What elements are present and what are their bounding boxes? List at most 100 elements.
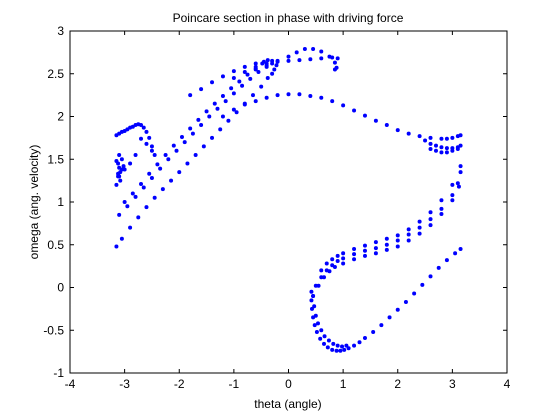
data-point: [190, 131, 195, 136]
data-point: [169, 178, 174, 183]
data-point: [155, 162, 160, 167]
data-point: [352, 247, 357, 252]
data-point: [309, 298, 314, 303]
data-point: [147, 171, 152, 176]
data-point: [253, 67, 258, 72]
data-point: [234, 110, 239, 115]
data-point: [322, 275, 327, 280]
data-point: [315, 321, 320, 326]
data-point: [326, 338, 331, 343]
data-point: [439, 150, 444, 155]
data-point: [395, 128, 400, 133]
data-point: [270, 71, 275, 76]
data-point: [313, 313, 318, 318]
data-point: [344, 343, 349, 348]
data-point: [433, 143, 438, 148]
data-point: [373, 251, 378, 256]
x-tick-label: -2: [174, 377, 185, 391]
data-point: [248, 76, 253, 81]
data-point: [259, 84, 264, 89]
data-point: [439, 211, 444, 216]
data-point: [265, 76, 270, 81]
data-point: [250, 93, 255, 98]
data-point: [330, 347, 335, 352]
data-point: [237, 79, 242, 84]
data-point: [130, 191, 135, 196]
data-point: [330, 257, 335, 262]
data-point: [311, 294, 316, 299]
data-point: [340, 344, 345, 349]
data-point: [314, 329, 319, 334]
data-point: [139, 123, 144, 128]
y-axis: -1 -0.5 0 0.5 1 1.5 2 2.5 3: [43, 24, 507, 380]
data-point: [428, 146, 433, 151]
data-point: [436, 265, 441, 270]
data-point: [270, 58, 275, 63]
x-tick-label: 0: [285, 377, 292, 391]
data-point: [319, 56, 324, 61]
data-point: [428, 223, 433, 228]
data-point: [455, 146, 460, 151]
data-point: [332, 264, 337, 269]
data-point: [428, 135, 433, 140]
y-axis-title: omega (ang. velocity): [27, 145, 41, 260]
data-point: [324, 261, 329, 266]
data-point: [118, 178, 123, 183]
data-point: [327, 54, 332, 59]
data-point: [458, 133, 463, 138]
data-point: [450, 198, 455, 203]
data-point: [272, 67, 277, 72]
data-point: [428, 217, 433, 222]
data-point: [458, 170, 463, 175]
data-point: [144, 205, 149, 210]
data-point: [384, 123, 389, 128]
data-point: [450, 193, 455, 198]
data-point: [265, 58, 270, 63]
data-point: [420, 282, 425, 287]
data-point: [308, 57, 313, 62]
data-point: [439, 136, 444, 141]
data-point: [341, 256, 346, 261]
data-point: [141, 185, 146, 190]
data-point: [128, 225, 133, 230]
data-point: [256, 70, 261, 75]
data-point: [352, 252, 357, 257]
data-point: [342, 347, 347, 352]
data-point: [318, 336, 323, 341]
data-point: [231, 69, 236, 74]
data-point: [242, 102, 247, 107]
data-point: [352, 257, 357, 262]
data-point: [223, 99, 228, 104]
data-point: [334, 348, 339, 353]
data-point: [245, 72, 250, 77]
data-point: [253, 61, 258, 66]
data-point: [395, 238, 400, 243]
data-point: [264, 63, 269, 68]
data-point: [362, 335, 367, 340]
data-point: [335, 343, 340, 348]
data-point: [147, 135, 152, 140]
data-point: [119, 167, 124, 172]
data-point: [166, 157, 171, 162]
data-point: [139, 182, 144, 187]
data-point: [319, 268, 324, 273]
data-point: [417, 231, 422, 236]
data-point: [116, 171, 121, 176]
data-point: [341, 103, 346, 108]
data-point: [201, 144, 206, 149]
data-point: [220, 114, 225, 119]
data-point: [220, 74, 225, 79]
data-point: [196, 117, 201, 122]
y-tick-label: 2.5: [47, 67, 64, 81]
y-tick-label: -1: [53, 366, 64, 380]
data-point: [319, 49, 324, 54]
data-point: [253, 99, 258, 104]
y-tick-label: 3: [57, 24, 64, 38]
data-point: [294, 50, 299, 55]
y-tick-label: 2: [57, 110, 64, 124]
data-point: [450, 135, 455, 140]
data-point: [455, 181, 460, 186]
data-point: [308, 93, 313, 98]
data-point: [444, 258, 449, 263]
data-point: [335, 258, 340, 263]
